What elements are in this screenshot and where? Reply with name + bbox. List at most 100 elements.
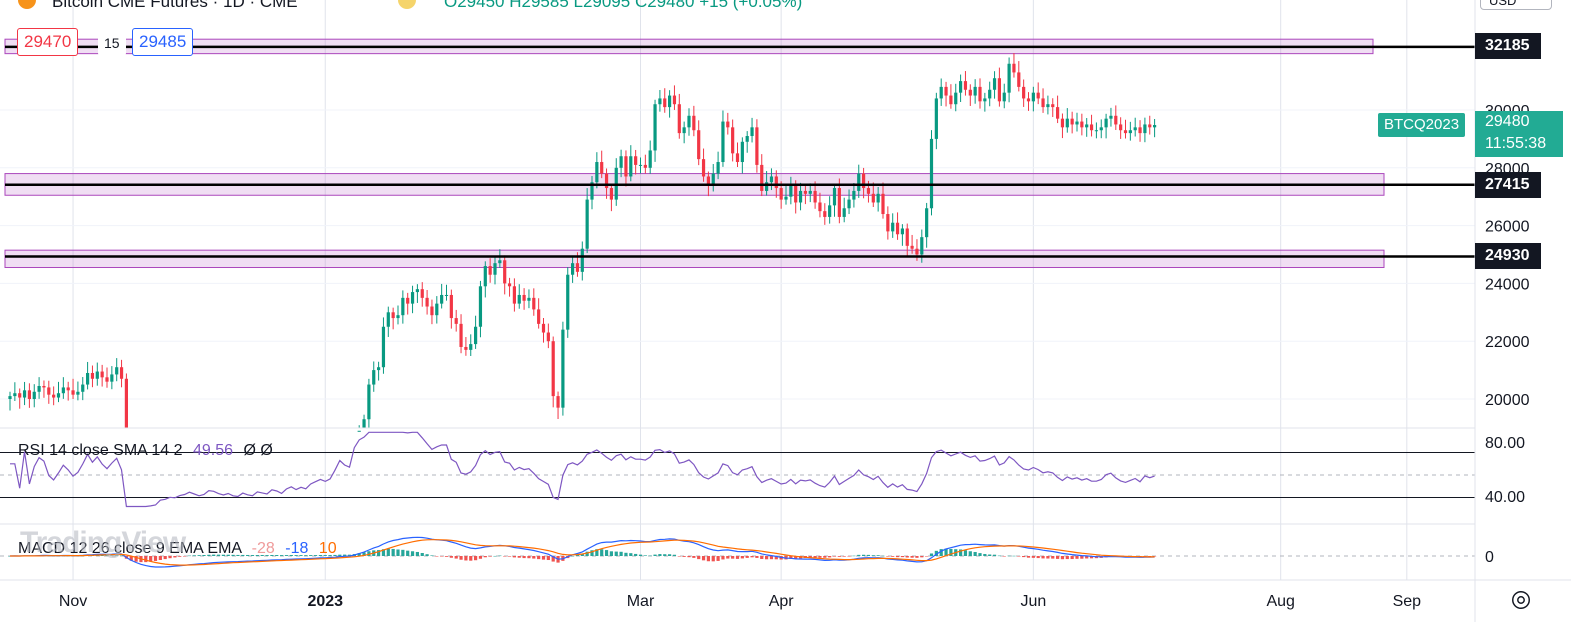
- macd-hist-bar: [886, 556, 890, 557]
- candle-body: [687, 115, 691, 128]
- macd-hist-bar: [614, 551, 618, 556]
- macd-hist-bar: [246, 554, 250, 556]
- candle-body: [1002, 92, 1006, 102]
- macd-hist-bar: [609, 551, 613, 556]
- macd-hist-bar: [231, 554, 235, 556]
- currency-select[interactable]: USD: [1480, 0, 1552, 10]
- macd-hist-bar: [677, 556, 681, 557]
- candle-body: [837, 188, 841, 217]
- candle-body: [842, 208, 846, 217]
- macd-hist-bar: [687, 556, 691, 558]
- macd-hist-bar: [304, 555, 308, 556]
- macd-hist-bar: [862, 554, 866, 556]
- macd-hist-bar: [852, 555, 856, 557]
- macd-hist-bar: [503, 556, 507, 557]
- macd-hist-bar: [221, 554, 225, 556]
- candle-body: [983, 98, 987, 102]
- candle-body: [745, 136, 749, 142]
- candle-body: [755, 127, 759, 165]
- candle-body: [406, 297, 410, 304]
- macd-hist-bar: [1017, 556, 1021, 557]
- candle-body: [561, 329, 565, 408]
- macd-hist-bar: [71, 555, 75, 557]
- level-label-32185: 32185: [1475, 33, 1541, 59]
- settings-icon[interactable]: [1510, 589, 1532, 611]
- x-tick-label: Jun: [1020, 593, 1046, 610]
- candle-body: [357, 430, 361, 432]
- candle-body: [648, 150, 652, 168]
- macd-hist-bar: [517, 556, 521, 558]
- macd-hist-bar: [299, 555, 303, 556]
- candle-body: [789, 185, 793, 197]
- candle-body: [808, 190, 812, 194]
- macd-hist-bar: [236, 554, 240, 556]
- candle-body: [944, 86, 948, 96]
- ohlc-readout: O29450 H29585 L29095 C29480 +15 (+0.05%): [420, 0, 802, 12]
- macd-hist-bar: [410, 551, 415, 556]
- candle-body: [76, 391, 80, 395]
- macd-hist-bar: [323, 555, 327, 556]
- macd-hist-bar: [1070, 556, 1074, 560]
- x-tick-label: 2023: [307, 593, 343, 610]
- last-price: 29480: [1485, 113, 1530, 130]
- macd-hist-bar: [905, 556, 909, 558]
- candle-body: [1104, 118, 1108, 128]
- macd-hist-bar: [309, 555, 313, 556]
- candle-body: [1114, 115, 1118, 125]
- macd-hist-bar: [163, 556, 167, 560]
- macd-hist-bar: [226, 554, 230, 556]
- candle-body: [512, 286, 516, 304]
- macd-hist-bar: [469, 556, 473, 561]
- macd-hist-bar: [837, 556, 841, 557]
- macd-hist-bar: [76, 555, 80, 557]
- sell-price-button[interactable]: 29470: [17, 28, 79, 56]
- candle-body: [546, 332, 550, 342]
- horizontal-levels[interactable]: [5, 45, 1475, 258]
- dividend-icon: [398, 0, 416, 9]
- rsi-tick-label: 40.00: [1485, 489, 1525, 506]
- candle-body: [692, 115, 696, 131]
- candle-body: [900, 228, 904, 235]
- macd-hist-bar: [212, 554, 216, 556]
- candle-body: [832, 188, 837, 206]
- macd-hist-bar: [265, 555, 269, 556]
- rsi-tick-label: 80.00: [1485, 435, 1525, 452]
- macd-hist-bar: [992, 554, 997, 556]
- macd-hist-bar: [663, 554, 667, 556]
- macd-hist-bar: [280, 555, 284, 556]
- candle-body: [1148, 124, 1152, 128]
- macd-hist-bar: [173, 556, 177, 558]
- candle-body: [1017, 72, 1021, 87]
- candle-body: [81, 384, 85, 392]
- macd-hist-bar: [740, 556, 744, 559]
- candle-body: [886, 214, 890, 232]
- macd-hist-bar: [701, 556, 706, 561]
- macd-hist-bar: [988, 554, 992, 556]
- macd-hist-bar: [735, 556, 740, 559]
- macd-hist-bar: [1148, 556, 1152, 557]
- macd-hist-bar: [813, 556, 817, 558]
- macd-legend[interactable]: MACD 12 26 close 9 EMA EMA -28 -18 10: [18, 540, 337, 558]
- candle-body: [498, 260, 502, 264]
- candle-body: [1026, 98, 1031, 102]
- candle-body: [459, 323, 463, 347]
- candle-body: [866, 188, 871, 194]
- macd-hist-bar: [435, 556, 439, 557]
- macd-hist-bar: [401, 549, 405, 556]
- candle-body: [105, 377, 109, 382]
- macd-hist-bar: [313, 555, 318, 556]
- rsi-legend[interactable]: RSI 14 close SMA 14 2 49.56 Ø Ø: [18, 442, 273, 460]
- macd-hist-bar: [706, 556, 710, 562]
- macd-hist-bar: [367, 551, 371, 556]
- macd-hist-bar: [537, 556, 541, 560]
- macd-hist-bar: [629, 553, 633, 556]
- macd-hist-bar: [512, 556, 516, 558]
- candle-body: [1051, 104, 1055, 108]
- candle-body: [760, 164, 764, 191]
- candle-body: [119, 367, 124, 379]
- macd-hist-bar: [144, 556, 148, 563]
- buy-price-button[interactable]: 29485: [132, 28, 194, 56]
- candle-body: [1075, 121, 1079, 125]
- candle-body: [726, 121, 730, 128]
